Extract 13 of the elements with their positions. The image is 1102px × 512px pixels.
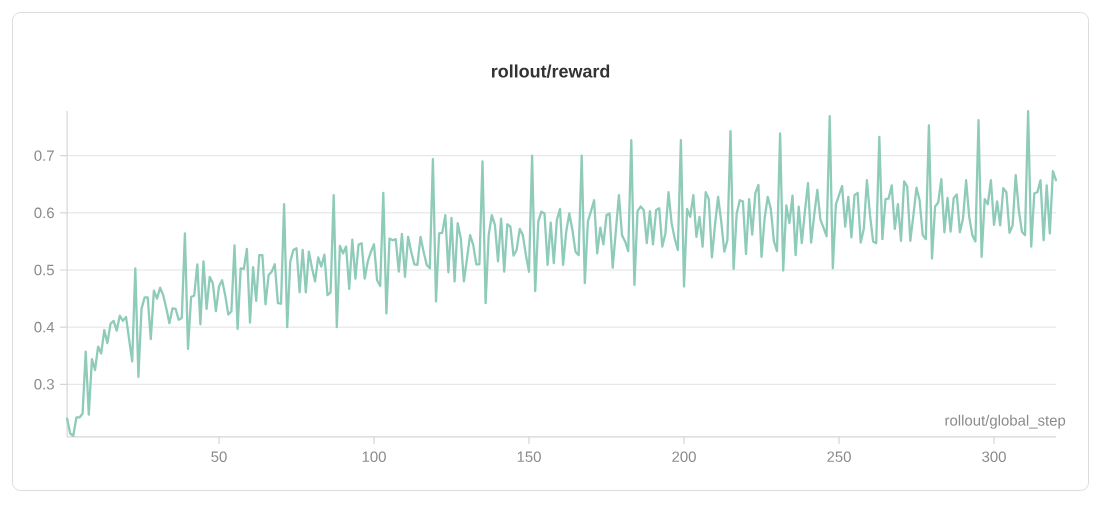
x-axis-title: rollout/global_step xyxy=(945,414,1066,429)
x-tick-label: 50 xyxy=(211,451,227,462)
x-tick-label: 250 xyxy=(827,451,851,462)
y-tick-label: 0.5 xyxy=(34,264,54,276)
chart-title: rollout/reward xyxy=(491,64,610,78)
x-tick-label: 150 xyxy=(517,451,541,462)
y-tick-label: 0.4 xyxy=(34,321,55,333)
x-tick-label: 300 xyxy=(982,451,1006,462)
y-tick-label: 0.6 xyxy=(34,207,54,219)
x-tick-label: 100 xyxy=(362,451,386,462)
y-tick-label: 0.3 xyxy=(34,379,54,390)
x-tick-label: 200 xyxy=(672,451,696,462)
y-tick-label: 0.7 xyxy=(34,150,54,161)
